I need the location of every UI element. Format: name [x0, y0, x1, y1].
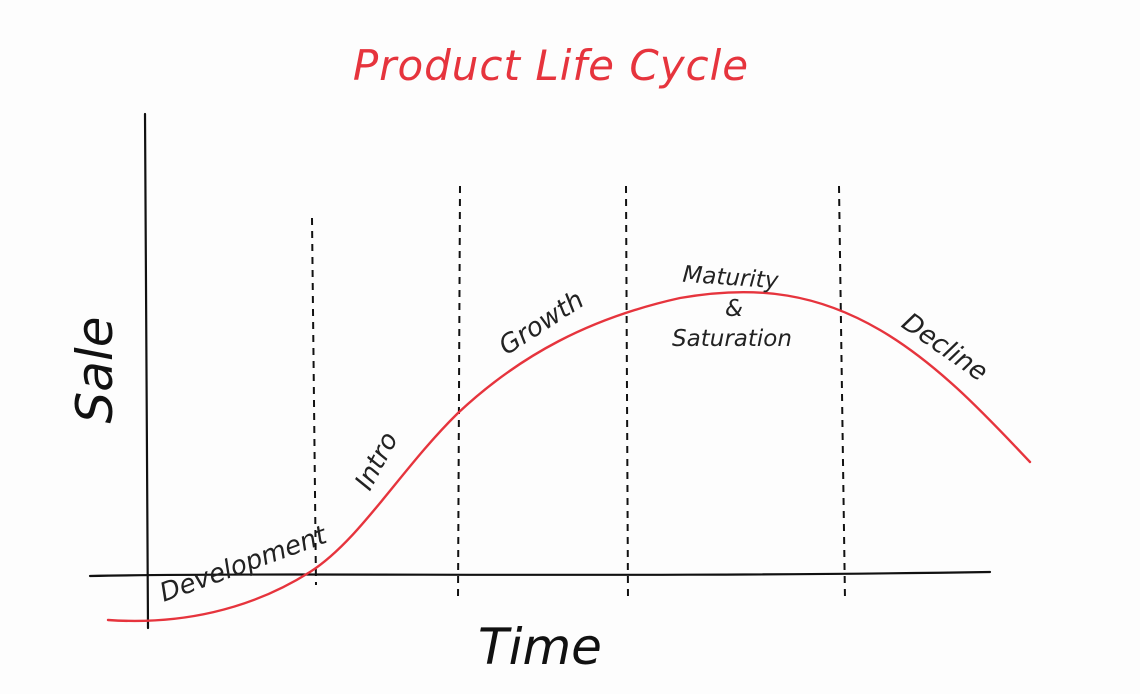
- sales-curve: [106, 290, 1032, 623]
- x-axis: [88, 570, 992, 578]
- stage-label-ampersand: &: [725, 296, 743, 322]
- stage-label-decline: Decline: [896, 307, 993, 387]
- y-axis: [143, 112, 150, 630]
- y-axis-label: Sale: [66, 316, 124, 423]
- x-axis-label: Time: [478, 618, 602, 676]
- stage-divider-4: [838, 185, 846, 601]
- stage-label-maturity: Maturity: [682, 262, 780, 295]
- stage-label-saturation: Saturation: [672, 326, 792, 352]
- diagram-title: Product Life Cycle: [353, 41, 749, 90]
- stage-divider-1: [311, 217, 317, 586]
- stage-divider-3: [625, 185, 629, 601]
- stage-divider-2: [457, 185, 461, 601]
- stage-label-development: Development: [156, 520, 331, 608]
